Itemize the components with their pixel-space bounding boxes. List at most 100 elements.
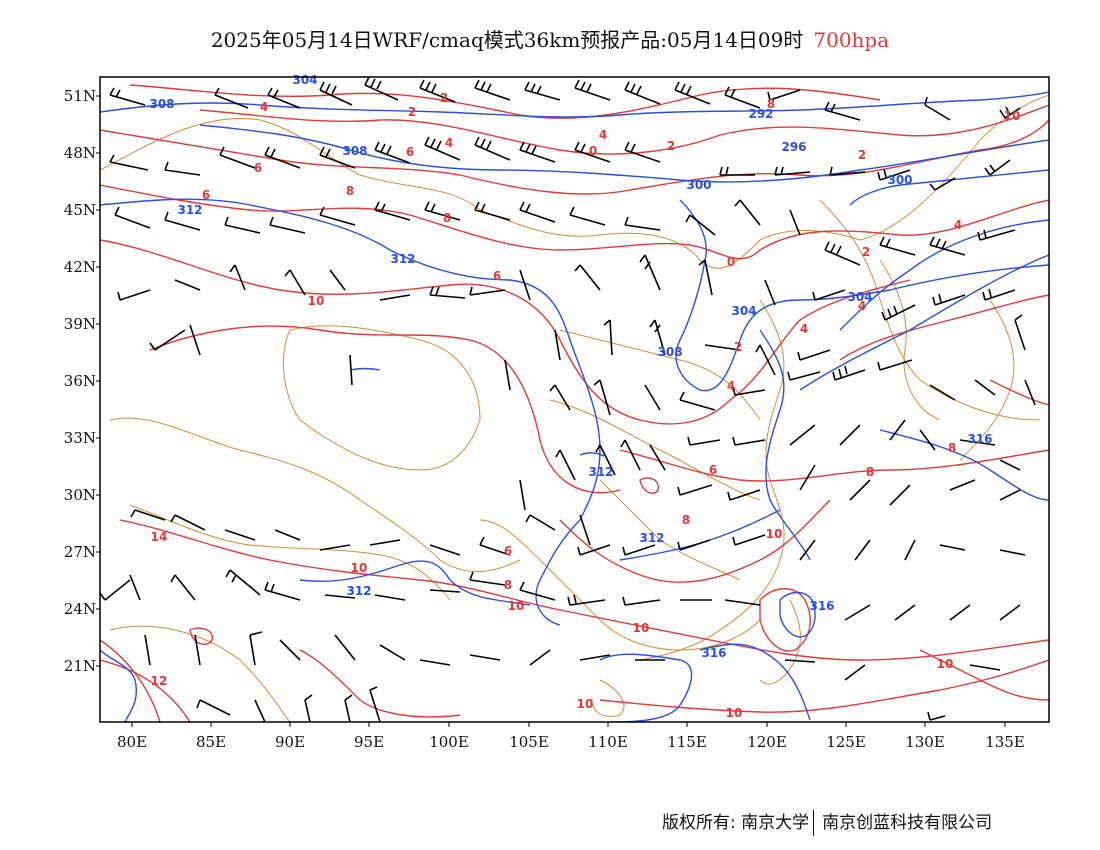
temperature-label: 10 [937,657,954,671]
wind-barb [593,379,611,416]
height-label: 304 [847,290,872,304]
wind-barb [225,569,261,596]
wind-barb [144,634,151,666]
wind-barb [474,201,511,221]
wind-barb [982,288,1016,301]
wind-barb [229,264,246,291]
wind-barb [977,229,1016,241]
wind-barb [603,319,613,356]
wind-barb [319,81,353,106]
wind-barb [569,206,606,226]
height-label: 300 [887,173,912,187]
temperature-label: 10 [508,599,525,613]
wind-barb [812,289,846,301]
temperature-label: 8 [682,513,690,527]
wind-barb [799,464,816,491]
wind-barb [554,329,561,361]
boundary-china-west [100,94,1049,269]
wind-barb [984,159,1011,176]
wind-barb [894,604,916,621]
wind-barb [379,644,406,661]
wind-barb [732,386,766,396]
wind-barb [319,206,356,226]
map-frame [99,76,1050,723]
wind-barb [109,87,146,106]
wind-barb [214,87,249,109]
wind-barb [999,106,1021,119]
wind-barb [949,604,971,621]
wind-barb [764,279,776,306]
temperature-label: 2 [440,91,448,105]
wind-barb [130,509,166,521]
copyright-footer: 版权所有: 南京大学 南京创蓝科技有限公司 [662,808,992,836]
wind-barb [999,489,1021,501]
height-line [349,367,381,371]
wind-barb [170,514,206,531]
wind-barb [555,449,576,481]
temperature-label: 10 [633,621,650,635]
temp-line [100,659,191,722]
wind-barb [579,654,611,661]
wind-barb [469,286,506,296]
wind-barb [727,489,761,501]
wind-barb [369,539,401,546]
temperature-label: 8 [443,211,451,225]
wind-barb [734,199,761,226]
temp-line [299,649,461,718]
wind-barb [929,384,956,401]
wind-barbs [100,77,1036,722]
boundary-southeast [599,479,741,581]
height-line [699,643,811,721]
wind-barb [824,241,861,266]
lon-label-135e: 135E [985,733,1025,751]
wind-barb [649,319,666,356]
wind-barb [519,141,556,163]
wind-barb [844,604,871,621]
wind-barb [349,354,353,386]
temperature-label: 6 [493,269,501,283]
wind-barb [719,166,755,176]
wind-barb [519,269,531,301]
wind-barb [567,594,606,606]
height-label: 316 [701,646,726,660]
wind-barb [577,544,611,556]
wind-barb [117,289,151,301]
wind-barb [164,161,201,176]
wind-barb [767,89,801,101]
temperature-label: 10 [577,697,594,711]
height-label: 312 [346,584,371,598]
temp-line [759,588,811,652]
wind-barb [685,214,716,236]
wind-barb [474,136,511,161]
wind-barb [224,216,261,234]
height-label: 304 [731,304,756,318]
temp-line [100,239,911,425]
temperature-label: 4 [445,136,453,150]
temp-line [189,627,214,646]
height-label: 296 [781,140,806,154]
wind-barb [704,344,741,351]
wind-barb [889,484,911,506]
wind-barb [698,259,713,296]
height-line [599,653,693,722]
height-label: 308 [342,144,367,158]
wind-barb [679,391,716,411]
wind-barb [129,574,141,601]
temperature-label: 4 [858,299,866,313]
wind-barb [1014,314,1026,351]
wind-barb [269,216,306,234]
lon-label-115e: 115E [667,733,707,751]
wind-barb [755,344,776,376]
temperature-label: 0 [589,144,597,158]
wind-barb [469,571,506,586]
wind-barb [274,529,301,541]
wind-barb [149,329,186,351]
lat-label-39n: 39N [63,315,96,333]
wind-barb [624,81,661,105]
temperature-label: 10 [351,561,368,575]
wind-barb [624,216,661,231]
wind-barb [622,596,661,606]
wind-barb [364,77,399,101]
temperature-label: 2 [667,139,675,153]
lon-label-130e: 130E [905,733,945,751]
